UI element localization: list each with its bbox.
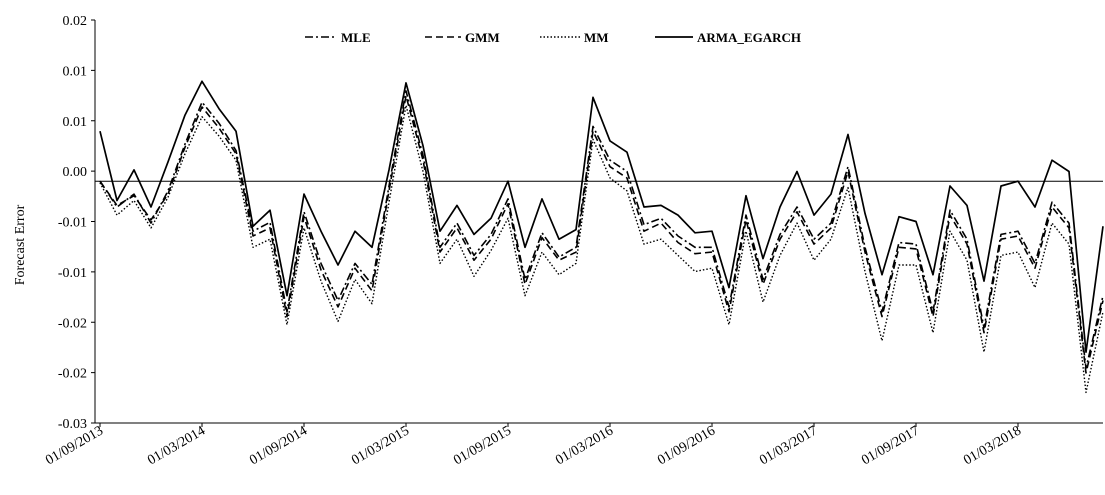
legend-label: GMM — [465, 30, 500, 45]
series-layer — [99, 80, 1104, 394]
series-line-gmm — [99, 95, 1104, 374]
x-tick-labels: 01/09/2013 01/03/2014 01/09/2014 01/03/2015… — [43, 423, 1024, 468]
x-tick-label: 01/03/2014 — [145, 423, 208, 468]
legend: MLE GMM MM ARMA_EGARCH — [305, 30, 801, 45]
legend-label: MLE — [341, 30, 371, 45]
x-tick-label: 01/03/2015 — [349, 423, 412, 468]
y-tick-label: -0.01 — [58, 266, 87, 281]
series-line-arma-egarch — [99, 80, 1104, 353]
y-axis-title: Forecast Error — [13, 204, 28, 285]
x-tick-label: 01/09/2016 — [655, 423, 718, 468]
y-tick-label: -0.02 — [58, 367, 87, 382]
x-tick-label: 01/03/2016 — [553, 423, 616, 468]
y-tick-label: -0.02 — [58, 316, 87, 331]
y-tick-label: 0.00 — [63, 165, 88, 180]
x-tick-label: 01/09/2014 — [247, 423, 310, 468]
x-tick-label: 01/03/2017 — [757, 423, 820, 468]
legend-label: MM — [584, 30, 609, 45]
y-tick-label: 0.01 — [63, 64, 88, 79]
y-tick-label: -0.01 — [58, 216, 87, 231]
y-tick-label: 0.01 — [63, 115, 88, 130]
series-line-mm — [99, 104, 1104, 394]
y-tick-labels: 0.02 0.01 0.01 0.00 -0.01 -0.01 -0.02 -0.02 -0.0… — [58, 14, 95, 432]
y-tick-label: -0.03 — [58, 417, 87, 432]
x-tick-label: 01/09/2017 — [859, 423, 922, 468]
series-line-mle — [99, 90, 1104, 370]
x-tick-label: 01/03/2018 — [961, 423, 1024, 468]
axes-layer — [94, 20, 1103, 424]
x-tick-label: 01/09/2015 — [451, 423, 514, 468]
legend-label: ARMA_EGARCH — [697, 30, 801, 45]
y-tick-label: 0.02 — [63, 14, 88, 29]
